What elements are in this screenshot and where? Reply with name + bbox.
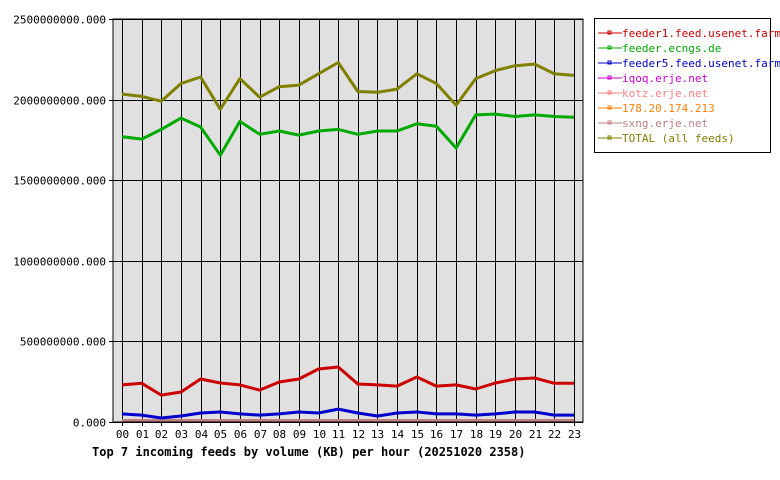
legend-label: kotz.erje.net <box>622 87 708 100</box>
legend-marker <box>607 90 612 95</box>
legend: feeder1.feed.usenet.farm feeder.ecngs.de f… <box>594 18 780 153</box>
legend-marker <box>607 105 612 110</box>
legend-label: feeder.ecngs.de <box>622 42 721 55</box>
y-tick-label: 0.000 <box>73 417 106 430</box>
x-tick-label: 09 <box>293 428 306 441</box>
x-tick-label: 04 <box>195 428 209 441</box>
legend-marker <box>607 60 612 65</box>
legend-marker <box>607 45 612 50</box>
x-tick-label: 11 <box>332 428 345 441</box>
legend-label: feeder5.feed.usenet.farm <box>622 57 780 70</box>
x-tick-label: 23 <box>568 428 581 441</box>
series-line-feeder-ecngs-de <box>121 112 575 157</box>
x-tick-label: 02 <box>155 428 168 441</box>
legend-label: feeder1.feed.usenet.farm <box>622 27 780 40</box>
legend-label: 178.20.174.213 <box>622 102 715 115</box>
y-axis: 0.000 500000000.000 1000000000.000 15000000… <box>13 14 113 430</box>
plot-background <box>113 19 583 422</box>
x-tick-label: 16 <box>430 428 443 441</box>
series-line-total-all-feeds- <box>121 61 575 111</box>
x-tick-label: 20 <box>509 428 522 441</box>
y-tick-label: 1500000000.000 <box>13 175 106 188</box>
grid <box>113 19 583 423</box>
legend-box <box>594 18 771 153</box>
x-tick-label: 19 <box>489 428 502 441</box>
x-axis: 00 01 02 03 04 05 06 07 08 09 10 11 12 13 14 15 16 17 18 19… <box>116 422 581 441</box>
x-tick-label: 01 <box>136 428 149 441</box>
series-line-feeder1-feed-usenet-farm <box>121 365 574 397</box>
series-line-feeder5-feed-usenet-farm <box>121 407 574 420</box>
legend-label: sxng.erje.net <box>622 117 708 130</box>
x-tick-label: 21 <box>529 428 542 441</box>
legend-marker <box>607 30 612 35</box>
x-tick-label: 07 <box>254 428 267 441</box>
x-tick-label: 22 <box>548 428 561 441</box>
y-tick-label: 2000000000.000 <box>13 95 106 108</box>
x-tick-label: 08 <box>273 428 286 441</box>
x-tick-label: 15 <box>411 428 424 441</box>
x-tick-label: 00 <box>116 428 129 441</box>
x-tick-label: 12 <box>352 428 365 441</box>
x-tick-label: 03 <box>175 428 188 441</box>
legend-label: TOTAL (all feeds) <box>622 132 735 145</box>
x-tick-label: 10 <box>313 428 326 441</box>
y-tick-label: 1000000000.000 <box>13 256 106 269</box>
chart-title: Top 7 incoming feeds by volume (KB) per … <box>92 445 525 459</box>
legend-label: iqoq.erje.net <box>622 72 708 85</box>
legend-marker <box>607 120 612 125</box>
legend-marker <box>607 135 612 140</box>
y-tick-label: 500000000.000 <box>20 336 106 349</box>
series-lines <box>121 61 575 422</box>
x-tick-label: 13 <box>371 428 384 441</box>
legend-marker <box>607 75 612 80</box>
x-tick-label: 05 <box>214 428 227 441</box>
plot-border <box>112 18 584 423</box>
y-tick-label: 2500000000.000 <box>13 14 106 27</box>
x-tick-label: 18 <box>470 428 483 441</box>
x-tick-label: 06 <box>234 428 247 441</box>
x-tick-label: 17 <box>450 428 463 441</box>
x-tick-label: 14 <box>391 428 405 441</box>
